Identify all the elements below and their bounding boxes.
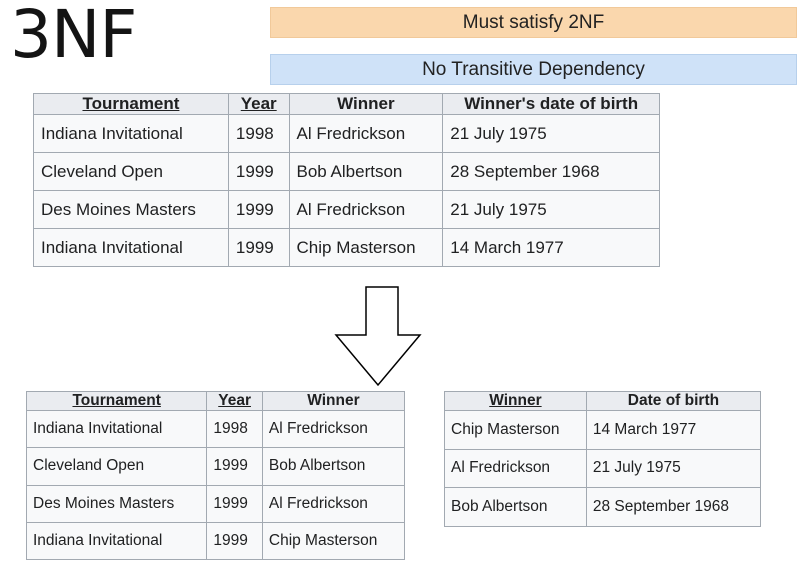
column-header: Year xyxy=(206,391,263,411)
down-arrow-icon xyxy=(334,286,422,387)
table-cell: 28 September 1968 xyxy=(442,152,660,191)
column-header: Date of birth xyxy=(585,391,762,411)
table-row: Chip Masterson 14 March 1977 xyxy=(444,410,762,450)
table-cell: Al Fredrickson xyxy=(261,484,406,523)
table-cell: 21 July 1975 xyxy=(442,190,660,229)
table-row: Indiana Invitational 1998 Al Fredrickson… xyxy=(33,114,660,153)
header-row: Winner Date of birth xyxy=(444,391,762,411)
column-header: Winner xyxy=(288,93,444,115)
column-header: Winner xyxy=(444,391,587,411)
table-cell: Indiana Invitational xyxy=(33,228,229,267)
table-row: Cleveland Open 1999 Bob Albertson xyxy=(25,447,406,486)
table-row: Bob Albertson 28 September 1968 xyxy=(444,487,762,527)
table-cell: Chip Masterson xyxy=(444,410,587,450)
table-cell: Al Fredrickson xyxy=(444,448,587,489)
header-row: Tournament Year Winner Winner's date of … xyxy=(33,93,660,115)
table-cell: 1998 xyxy=(227,114,290,153)
table-row: Al Fredrickson 21 July 1975 xyxy=(444,448,762,489)
table-cell: Cleveland Open xyxy=(25,447,208,486)
table-cell: Indiana Invitational xyxy=(25,409,208,449)
table-cell: 1999 xyxy=(227,152,290,191)
table-row: Indiana Invitational 1998 Al Fredrickson xyxy=(25,409,406,449)
table-row: Indiana Invitational 1999 Chip Masterson xyxy=(25,521,406,561)
table-cell: Al Fredrickson xyxy=(261,409,406,449)
table-cell: Cleveland Open xyxy=(33,152,229,191)
column-header: Winner's date of birth xyxy=(442,93,660,115)
rule-must-satisfy-2nf: Must satisfy 2NF xyxy=(270,7,797,38)
table-cell: 1999 xyxy=(206,484,263,523)
table-cell: Indiana Invitational xyxy=(33,114,229,153)
table-row: Des Moines Masters 1999 Al Fredrickson 2… xyxy=(33,190,660,229)
table-row: Indiana Invitational 1999 Chip Masterson… xyxy=(33,228,660,267)
rule-no-transitive-dependency: No Transitive Dependency xyxy=(270,54,797,85)
table-cell: 1999 xyxy=(206,521,263,561)
table-cell: 1999 xyxy=(227,190,290,229)
table-cell: Bob Albertson xyxy=(444,487,587,527)
table-cell: Al Fredrickson xyxy=(288,190,444,229)
table-cell: Indiana Invitational xyxy=(25,521,208,561)
tournament-winners-table: Tournament Year Winner Indiana Invitatio… xyxy=(25,391,406,561)
table-cell: Chip Masterson xyxy=(288,228,444,267)
table-cell: Des Moines Masters xyxy=(25,484,208,523)
table-cell: 21 July 1975 xyxy=(442,114,660,153)
column-header: Winner xyxy=(261,391,406,411)
table-cell: Bob Albertson xyxy=(261,447,406,486)
table-cell: 28 September 1968 xyxy=(585,487,762,527)
table-cell: 1999 xyxy=(227,228,290,267)
header-row: Tournament Year Winner xyxy=(25,391,406,411)
table-cell: Al Fredrickson xyxy=(288,114,444,153)
table-cell: Des Moines Masters xyxy=(33,190,229,229)
page-title: 3NF xyxy=(10,0,137,73)
table-cell: Chip Masterson xyxy=(261,521,406,561)
table-row: Cleveland Open 1999 Bob Albertson 28 Sep… xyxy=(33,152,660,191)
column-header: Tournament xyxy=(33,93,229,115)
table-cell: 1998 xyxy=(206,409,263,449)
original-table: Tournament Year Winner Winner's date of … xyxy=(33,93,660,267)
table-cell: 21 July 1975 xyxy=(585,448,762,489)
column-header: Tournament xyxy=(25,391,208,411)
table-cell: 14 March 1977 xyxy=(585,410,762,450)
table-cell: 1999 xyxy=(206,447,263,486)
table-cell: 14 March 1977 xyxy=(442,228,660,267)
table-row: Des Moines Masters 1999 Al Fredrickson xyxy=(25,484,406,523)
column-header: Year xyxy=(227,93,290,115)
table-cell: Bob Albertson xyxy=(288,152,444,191)
winner-dob-table: Winner Date of birth Chip Masterson 14 M… xyxy=(444,391,762,527)
